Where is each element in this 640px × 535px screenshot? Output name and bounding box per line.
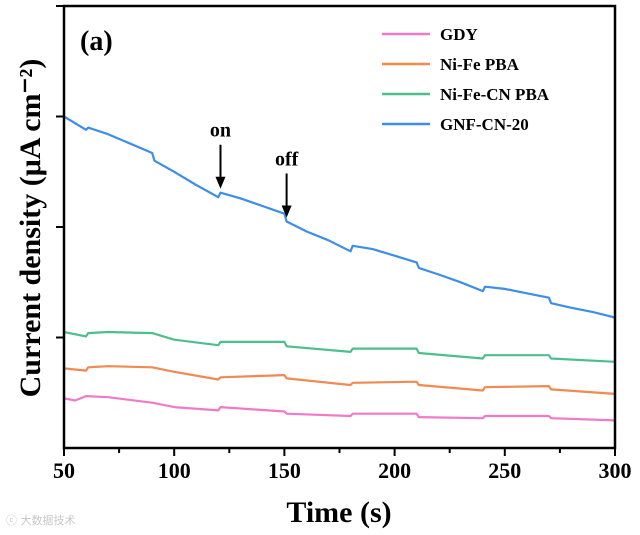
tick-layer: 50 100 150 200 250 300 — [53, 5, 632, 483]
panel-label: (a) — [80, 26, 113, 57]
annotation-label-0: on — [210, 120, 231, 142]
legend-label-3: GNF-CN-20 — [440, 115, 529, 134]
series-layer — [63, 115, 616, 422]
x-axis-title: Time (s) — [286, 496, 391, 529]
legend-label-1: Ni-Fe PBA — [440, 55, 520, 74]
series-line-1 — [63, 365, 616, 395]
watermark: ⓒ 大数据技术 — [6, 514, 76, 527]
x-tick-label-0: 50 — [53, 458, 75, 483]
annotation-label-1: off — [275, 148, 299, 170]
x-tick-label-5: 300 — [599, 458, 632, 483]
series-line-0 — [63, 395, 616, 422]
y-axis-title: Current density (μA cm⁻²) — [14, 59, 47, 398]
plot-frame — [62, 4, 617, 450]
annotation-arrow-head-1 — [281, 205, 292, 218]
annotation-layer: on off — [210, 120, 299, 218]
x-tick-label-2: 150 — [268, 458, 301, 483]
series-line-3 — [63, 115, 616, 319]
series-line-2 — [63, 330, 616, 363]
x-tick-label-4: 250 — [488, 458, 521, 483]
annotation-arrow-head-0 — [215, 176, 226, 189]
legend: GDY Ni-Fe PBA Ni-Fe-CN PBA GNF-CN-20 — [382, 25, 550, 134]
x-tick-label-1: 100 — [158, 458, 191, 483]
legend-label-0: GDY — [440, 25, 478, 44]
legend-label-2: Ni-Fe-CN PBA — [440, 85, 550, 104]
x-tick-label-3: 200 — [378, 458, 411, 483]
